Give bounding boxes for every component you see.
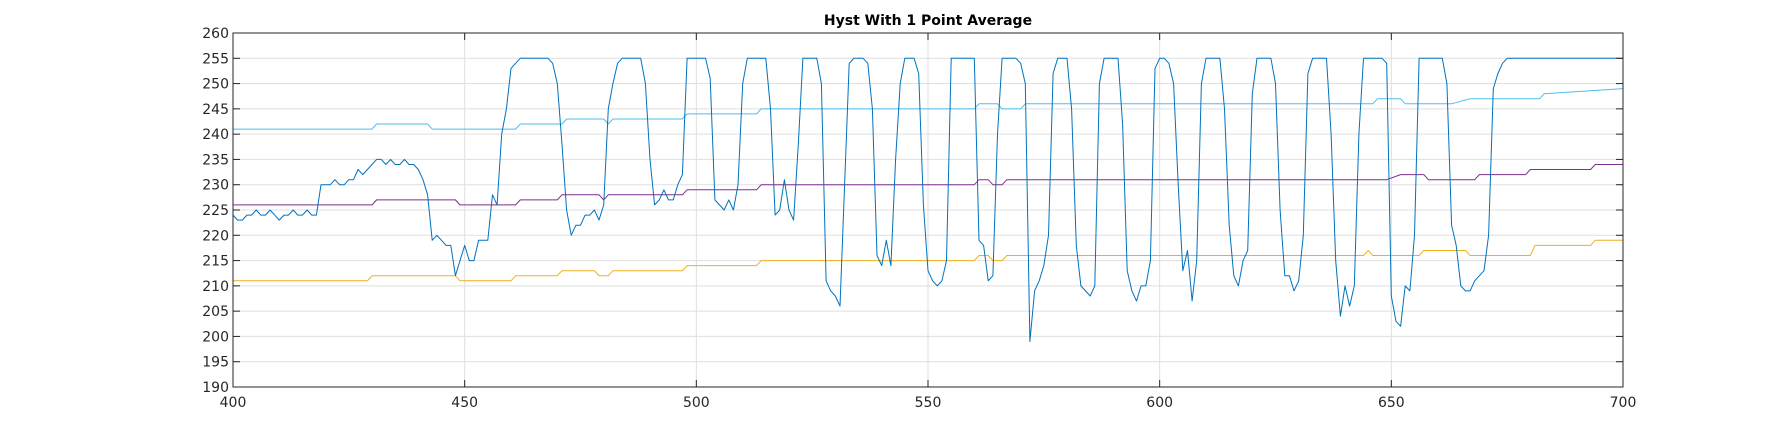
y-tick-label: 255 <box>202 51 229 67</box>
series-group <box>232 57 1624 342</box>
series-line <box>233 88 1624 130</box>
y-tick-label: 190 <box>202 380 229 396</box>
x-tick-label: 600 <box>1146 395 1173 411</box>
series-0 <box>232 57 1623 342</box>
y-tick-label: 225 <box>202 203 229 219</box>
y-tick-label: 245 <box>202 102 229 118</box>
y-tick-label: 195 <box>202 355 229 371</box>
y-tick-label: 240 <box>202 127 229 143</box>
x-axis-tick-labels: 400 450 500 550 600 650 700 <box>220 395 1637 411</box>
y-tick-label: 235 <box>202 152 229 168</box>
y-tick-label: 220 <box>202 228 229 244</box>
x-tick-label: 500 <box>683 395 710 411</box>
y-tick-label: 200 <box>202 329 229 345</box>
y-tick-label: 260 <box>202 26 229 42</box>
series-3 <box>233 239 1623 282</box>
x-tick-label: 550 <box>915 395 942 411</box>
x-tick-label: 400 <box>220 395 247 411</box>
series-1 <box>233 88 1624 130</box>
series-2 <box>233 164 1623 206</box>
y-axis-tick-labels: 190 195 200 205 210 215 220 225 230 235 240 245 250 2… <box>202 26 229 396</box>
y-tick-label: 205 <box>202 304 229 320</box>
y-tick-label: 250 <box>202 77 229 93</box>
x-tick-label: 700 <box>1610 395 1637 411</box>
series-line <box>233 164 1623 206</box>
x-tick-label: 650 <box>1378 395 1405 411</box>
x-tick-label: 450 <box>451 395 478 411</box>
y-tick-label: 215 <box>202 254 229 270</box>
y-tick-label: 210 <box>202 279 229 295</box>
series-line <box>233 239 1623 282</box>
y-tick-label: 230 <box>202 178 229 194</box>
chart-title: Hyst With 1 Point Average <box>824 13 1032 29</box>
tick-marks <box>232 32 1624 388</box>
series-line <box>232 57 1623 342</box>
